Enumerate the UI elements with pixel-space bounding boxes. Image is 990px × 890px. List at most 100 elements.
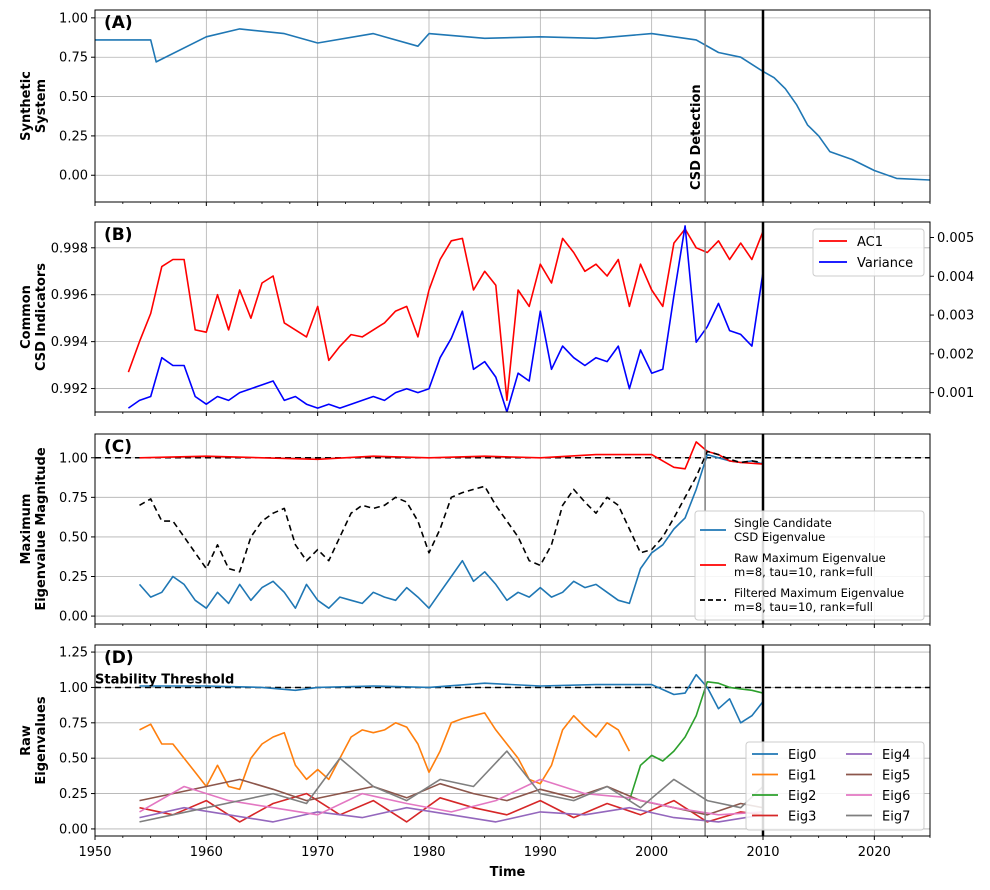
series-group [95, 28, 930, 181]
y2-tick-label: 0.001 [937, 386, 974, 401]
series-line-eig1 [139, 712, 631, 791]
x-axis-label: Time [490, 865, 526, 880]
panel-b: 0.992 0.994 0.996 0.998 (B) CommonCSD Indicat… [19, 221, 974, 416]
panel-label: (C) [104, 437, 132, 457]
y2-tick-label: 0.004 [937, 270, 974, 285]
legend-label-line: Raw Maximum Eigenvalue [734, 551, 886, 565]
series-line-raw-maximum-eigenvalue [139, 441, 764, 470]
x-tick-label: 2020 [858, 845, 891, 860]
y-tick-label: 0.00 [59, 610, 88, 625]
y-tick-label: 0.00 [59, 822, 88, 837]
legend-label: Eig4 [882, 748, 910, 763]
y-axis-label-line: Eigenvalue Magnitude [34, 447, 49, 611]
series-line-variance [127, 225, 764, 412]
legend-label: Eig2 [788, 789, 816, 804]
y-tick-label: 0.50 [59, 90, 88, 105]
legend-label: Eig5 [882, 769, 910, 784]
y-tick-label: 0.75 [59, 491, 88, 506]
y-tick-label: 1.00 [59, 451, 88, 466]
y2-tick-label: 0.002 [937, 347, 974, 362]
series-line-filtered-maximum-eigenvalue [139, 450, 764, 573]
csd-detection-label: CSD Detection [689, 84, 704, 190]
legend-label: Eig1 [788, 769, 816, 784]
panel-label: (D) [104, 648, 134, 668]
legend-box [745, 741, 925, 831]
series-group [139, 673, 764, 823]
legend: Eig0 Eig1 Eig2 Eig3 Eig4 Eig5 Eig6 Eig7 [745, 741, 925, 831]
series-line-eig3 [139, 792, 764, 823]
y-tick-label: 0.992 [51, 382, 88, 397]
legend-label: Single Candidate CSD Eigenvalue [734, 516, 832, 544]
legend-label: Eig6 [882, 789, 910, 804]
x-tick-label: 1980 [412, 845, 445, 860]
legend-label-line: m=8, tau=10, rank=full [734, 600, 873, 614]
y-tick-label: 0.994 [51, 335, 88, 350]
y-axis-label: MaximumEigenvalue Magnitude [19, 447, 49, 611]
legend-label: Eig7 [882, 810, 910, 825]
x-tick-label: 1990 [524, 845, 557, 860]
series-group [138, 441, 764, 609]
series-line-ac1 [127, 228, 764, 402]
x-tick-label: 1970 [301, 845, 334, 860]
y-axis-label-line: Eigenvalues [34, 696, 49, 784]
axes-frame [94, 433, 931, 625]
y-tick-label: 0.50 [59, 752, 88, 767]
x-tick-label: 2000 [635, 845, 668, 860]
y2-tick-label: 0.003 [937, 309, 974, 324]
legend-box [694, 510, 925, 621]
panel-label: (B) [104, 225, 133, 245]
y-tick-label: 1.00 [59, 11, 88, 26]
y-tick-label: 0.50 [59, 530, 88, 545]
x-tick-label: 1950 [78, 845, 111, 860]
legend-label: AC1 [857, 235, 883, 250]
y-tick-label: 0.00 [59, 169, 88, 184]
y-tick-label: 1.00 [59, 681, 88, 696]
y-axis-label-line: Common [19, 285, 34, 349]
y-tick-label: 0.998 [51, 241, 88, 256]
series-group [127, 225, 764, 412]
y-axis-label-line: System [34, 79, 49, 133]
y-tick-label: 0.25 [59, 787, 88, 802]
y-tick-label: 0.75 [59, 51, 88, 66]
axes-frame [94, 221, 931, 413]
legend-label-line: CSD Eigenvalue [734, 530, 825, 544]
y-axis-label: SyntheticSystem [19, 71, 49, 141]
y-axis-label-line: Maximum [19, 494, 34, 565]
x-tick-label: 2010 [746, 845, 779, 860]
legend-label-line: Filtered Maximum Eigenvalue [734, 586, 904, 600]
axes-frame [94, 9, 931, 203]
series-line-eig5 [139, 778, 764, 816]
y-axis-label-line: CSD Indicators [34, 263, 49, 371]
y-axis-label-line: Raw [19, 725, 34, 756]
legend: AC1 Variance [812, 228, 925, 277]
legend-label-line: m=8, tau=10, rank=full [734, 565, 873, 579]
axes-frame [94, 644, 931, 837]
series-line-eig2 [628, 681, 764, 801]
legend-label: Eig3 [788, 810, 816, 825]
series-line-eig4 [139, 806, 764, 823]
series-line-eig7 [139, 750, 764, 823]
series-line-single-candidate-csd-eigenvalue [138, 453, 764, 609]
legend-label-line: Single Candidate [734, 516, 832, 530]
y-axis-label: CommonCSD Indicators [19, 263, 49, 371]
panel-label: (A) [104, 13, 133, 33]
y-tick-label: 0.25 [59, 129, 88, 144]
legend: Single Candidate CSD Eigenvalue Raw Maximu… [694, 510, 925, 621]
y-axis-label-line: Synthetic [19, 71, 34, 141]
legend-label: Eig0 [788, 748, 816, 763]
legend-label: Raw Maximum Eigenvalue m=8, tau=10, rank=… [734, 551, 886, 579]
stability-threshold-label: Stability Threshold [95, 672, 234, 687]
y-tick-label: 0.75 [59, 716, 88, 731]
panel-c: 0.00 0.25 0.50 0.75 1.00 (C) MaximumEigenvalue… [19, 433, 931, 628]
legend-label: Variance [857, 256, 913, 271]
y2-tick-label: 0.005 [937, 231, 974, 246]
y-tick-label: 0.996 [51, 288, 88, 303]
series-line-0 [95, 28, 930, 181]
y-axis-label: RawEigenvalues [19, 696, 49, 784]
y-tick-label: 0.25 [59, 570, 88, 585]
panel-d: 0.00 0.25 0.50 0.75 1.00 1.25 (D) RawEigenvalue… [19, 644, 931, 880]
series-line-eig6 [139, 778, 764, 816]
series-line-eig0 [139, 673, 764, 724]
panel-a: 0.00 0.25 0.50 0.75 1.00 (A) SyntheticSystem CS… [19, 9, 931, 206]
